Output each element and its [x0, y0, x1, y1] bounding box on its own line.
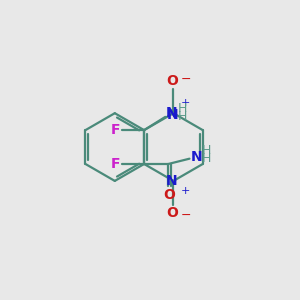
Text: F: F — [111, 123, 120, 137]
Text: −: − — [181, 209, 191, 222]
Text: N: N — [191, 150, 203, 164]
Text: N: N — [166, 174, 178, 188]
Text: N: N — [167, 108, 178, 122]
Text: H: H — [202, 144, 211, 157]
Text: H: H — [178, 102, 187, 115]
Text: N: N — [166, 106, 178, 120]
Text: O: O — [163, 188, 175, 202]
Text: O: O — [166, 206, 178, 220]
Text: +: + — [181, 98, 190, 108]
Text: H: H — [178, 110, 187, 123]
Text: +: + — [181, 186, 190, 196]
Text: −: − — [181, 73, 191, 85]
Text: O: O — [166, 74, 178, 88]
Text: F: F — [111, 157, 120, 171]
Text: H: H — [202, 152, 211, 165]
